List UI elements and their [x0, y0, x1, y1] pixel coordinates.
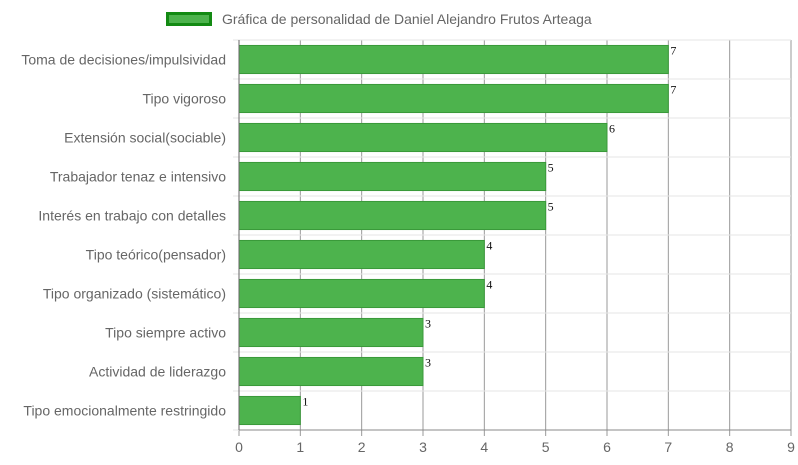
data-label: 4	[486, 278, 492, 292]
legend-swatch	[166, 12, 212, 26]
bar[interactable]	[238, 395, 301, 426]
x-tick-label: 7	[664, 439, 672, 455]
axes	[238, 40, 791, 431]
data-label: 7	[670, 83, 676, 97]
x-tick-label: 3	[419, 439, 427, 455]
data-label: 3	[425, 317, 431, 331]
category-label: Toma de decisiones/impulsividad	[21, 52, 226, 68]
data-label: 3	[425, 356, 431, 370]
legend-label: Gráfica de personalidad de Daniel Alejan…	[222, 11, 592, 27]
x-tick-label: 2	[358, 439, 366, 455]
data-label: 4	[486, 239, 492, 253]
x-tick-label: 6	[603, 439, 611, 455]
bar[interactable]	[238, 161, 547, 192]
category-label: Actividad de liderazgo	[89, 364, 226, 380]
data-label: 5	[548, 161, 554, 175]
bar[interactable]	[238, 317, 424, 348]
x-tick-label: 4	[480, 439, 488, 455]
category-label: Tipo teórico(pensador)	[86, 247, 226, 263]
bars	[238, 44, 669, 426]
bar[interactable]	[238, 44, 669, 75]
data-label: 7	[670, 44, 676, 58]
labels: 7 7 6 5 5 4 4 3 3 1 Toma de decisiones/impulsivida…	[21, 44, 795, 456]
bar[interactable]	[238, 83, 669, 114]
category-label: Interés en trabajo con detalles	[38, 208, 226, 224]
x-tick-label: 0	[235, 439, 243, 455]
category-label: Extensión social(sociable)	[64, 130, 226, 146]
bar[interactable]	[238, 278, 485, 309]
data-label: 1	[302, 395, 308, 409]
bar[interactable]	[238, 200, 547, 231]
chart-legend[interactable]: Gráfica de personalidad de Daniel Alejan…	[166, 9, 592, 29]
data-label: 5	[548, 200, 554, 214]
x-tick-label: 9	[787, 439, 795, 455]
category-label: Trabajador tenaz e intensivo	[50, 169, 226, 185]
x-tick-label: 8	[726, 439, 734, 455]
bar[interactable]	[238, 356, 424, 387]
bar[interactable]	[238, 239, 485, 270]
x-tick-label: 1	[296, 439, 304, 455]
category-label: Tipo vigoroso	[142, 91, 226, 107]
x-tick-label: 5	[542, 439, 550, 455]
category-label: Tipo emocionalmente restringido	[23, 403, 226, 419]
data-label: 6	[609, 122, 615, 136]
category-label: Tipo siempre activo	[105, 325, 226, 341]
category-label: Tipo organizado (sistemático)	[43, 286, 226, 302]
bar[interactable]	[238, 122, 608, 153]
